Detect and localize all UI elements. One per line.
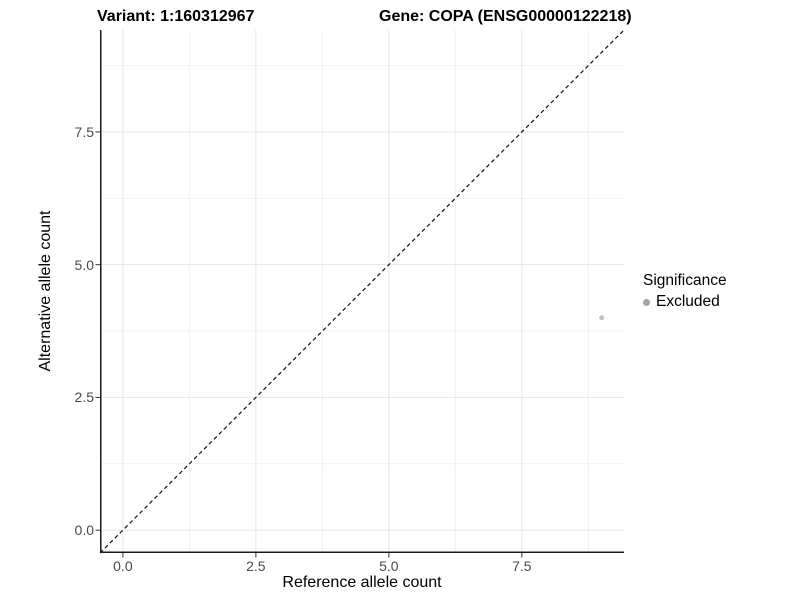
y-tick-label: 7.5 [74,123,94,140]
y-tick-label: 5.0 [74,256,94,273]
legend-title: Significance [643,272,727,289]
x-tick-label: 5.0 [379,558,399,574]
y-tick-label: 2.5 [74,389,94,406]
plot-panel-svg [95,29,625,558]
legend-entry-label: Excluded [656,293,720,310]
x-axis-title: Reference allele count [282,574,442,591]
plot-panel [95,29,625,558]
legend: Significance Excluded [643,272,727,311]
identity-line [99,29,625,554]
data-point [599,315,605,321]
excluded-dot-icon [643,298,650,306]
x-tick-label: 2.5 [246,558,266,574]
gene-title: Gene: COPA (ENSG00000122218) [379,8,632,25]
legend-entry-excluded: Excluded [643,293,727,311]
x-tick-label: 0.0 [113,558,133,574]
y-axis-title: Alternative allele count [37,210,54,372]
x-tick-label: 7.5 [512,558,532,574]
y-tick-label: 0.0 [74,522,94,539]
variant-title: Variant: 1:160312967 [97,8,255,25]
